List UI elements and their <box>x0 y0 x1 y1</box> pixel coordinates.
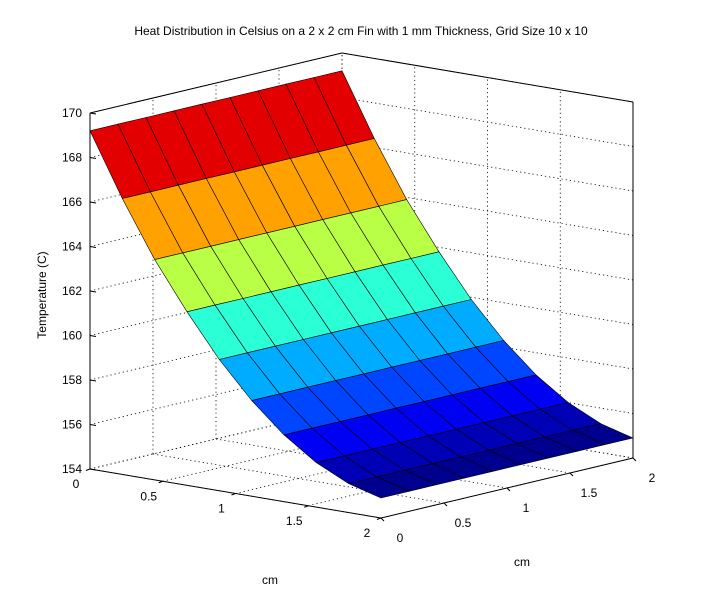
grid-line <box>89 230 343 292</box>
z-tick-mark <box>89 468 97 471</box>
z-axis-label: Temperature (C) <box>35 251 49 338</box>
z-tick-label: 164 <box>62 240 82 254</box>
z-tick-mark <box>89 424 97 426</box>
z-tick-mark <box>89 379 97 382</box>
grid-line <box>89 364 343 425</box>
x-tick-mark <box>231 493 236 496</box>
surface-patch <box>348 476 410 499</box>
grid-line <box>152 453 445 504</box>
y-tick-label: 2 <box>649 471 656 485</box>
grid-line <box>89 275 343 336</box>
z-tick-mark <box>89 246 97 248</box>
z-tick-label: 166 <box>62 195 82 209</box>
grid-line <box>89 408 343 470</box>
grid-line <box>162 420 415 482</box>
grid-line <box>235 433 488 494</box>
x-tick-label: 0 <box>73 477 80 491</box>
surface-layer <box>89 70 634 499</box>
y-tick-mark <box>569 472 574 477</box>
grid-line <box>341 186 634 236</box>
z-tick-label: 156 <box>62 418 82 432</box>
box-edge <box>89 52 343 114</box>
z-tick-label: 170 <box>62 106 82 120</box>
x-tick-label: 0.5 <box>140 489 157 503</box>
box-edge <box>341 52 634 103</box>
x-tick-mark <box>85 468 91 471</box>
grid-line <box>308 445 561 507</box>
x-axis-label: cm <box>262 573 278 587</box>
grid-line <box>341 97 634 147</box>
y-tick-label: 1.5 <box>581 486 598 500</box>
axis-layer <box>85 52 637 522</box>
z-tick-label: 160 <box>62 329 82 343</box>
x-tick-mark <box>158 480 163 484</box>
y-tick-mark <box>443 502 448 507</box>
grid-line <box>341 275 634 325</box>
x-tick-mark <box>304 505 309 508</box>
y-tick-mark <box>632 457 637 462</box>
z-tick-mark <box>89 112 97 115</box>
z-tick-label: 162 <box>62 284 82 298</box>
grid-line <box>89 186 343 247</box>
z-tick-label: 154 <box>62 462 82 476</box>
y-tick-mark <box>506 487 511 492</box>
z-tick-mark <box>89 157 97 159</box>
z-tick-mark <box>89 290 97 293</box>
z-tick-mark <box>89 335 97 337</box>
z-tick-mark <box>89 201 97 204</box>
y-tick-label: 0 <box>397 531 404 545</box>
z-tick-label: 158 <box>62 373 82 387</box>
x-tick-label: 2 <box>364 526 371 540</box>
y-tick-mark <box>380 517 385 522</box>
grid-line <box>341 141 634 192</box>
x-tick-label: 1.5 <box>286 514 303 528</box>
y-tick-label: 0.5 <box>455 516 472 530</box>
label-layer: Heat Distribution in Celsius on a 2 x 2 … <box>35 24 656 587</box>
y-tick-label: 1 <box>523 501 530 515</box>
grid-line <box>89 319 343 381</box>
z-tick-label: 168 <box>62 151 82 165</box>
grid-line <box>341 230 634 281</box>
chart-title: Heat Distribution in Celsius on a 2 x 2 … <box>134 24 588 38</box>
y-axis-label: cm <box>514 555 530 569</box>
x-tick-label: 1 <box>218 502 225 516</box>
x-tick-mark <box>376 517 382 520</box>
